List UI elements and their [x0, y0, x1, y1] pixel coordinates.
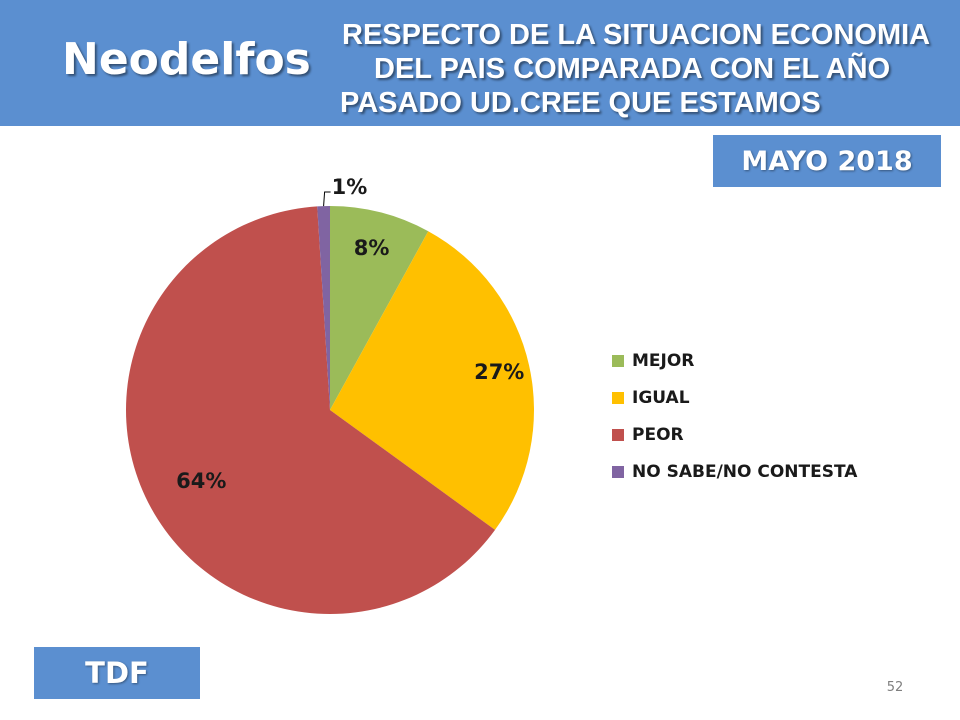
header-banner: Neodelfos RESPECTO DE LA SITUACION ECONO… [0, 0, 960, 126]
legend-swatch-igual [612, 391, 624, 404]
brand-title: Neodelfos [62, 34, 311, 85]
date-badge: MAYO 2018 [713, 135, 941, 187]
data-label-peor: 64% [176, 469, 226, 493]
legend-swatch-mejor [612, 354, 624, 367]
page-number: 52 [886, 680, 904, 695]
region-badge: TDF [34, 647, 200, 699]
question-line-3: PASADO UD.CREE QUE ESTAMOS [340, 87, 821, 119]
legend-label-peor: PEOR [632, 424, 684, 445]
question-line-1: RESPECTO DE LA SITUACION ECONOMIA [342, 19, 931, 51]
data-label-no-sabe-no-contesta: 1% [332, 175, 368, 199]
legend-item-mejor: MEJOR [612, 342, 857, 379]
pie-slice-mejor [330, 206, 429, 410]
leader-line-no-sabe-no-contesta [323, 191, 331, 207]
question-line-2: DEL PAIS COMPARADA CON EL AÑO [374, 53, 891, 85]
chart-legend: MEJOR IGUAL PEOR NO SABE/NO CONTESTA [612, 342, 857, 490]
legend-item-igual: IGUAL [612, 379, 857, 416]
pie-slice-no-sabe-no-contesta [317, 206, 330, 410]
data-label-mejor: 8% [354, 236, 390, 260]
legend-swatch-peor [612, 428, 624, 441]
legend-item-ns-nc: NO SABE/NO CONTESTA [612, 453, 857, 490]
data-label-igual: 27% [474, 360, 524, 384]
legend-swatch-ns-nc [612, 465, 624, 478]
legend-label-mejor: MEJOR [632, 350, 695, 371]
legend-item-peor: PEOR [612, 416, 857, 453]
legend-label-ns-nc: NO SABE/NO CONTESTA [632, 461, 858, 482]
pie-slice-peor [126, 206, 496, 615]
pie-slice-igual [330, 231, 535, 530]
legend-label-igual: IGUAL [632, 387, 690, 408]
